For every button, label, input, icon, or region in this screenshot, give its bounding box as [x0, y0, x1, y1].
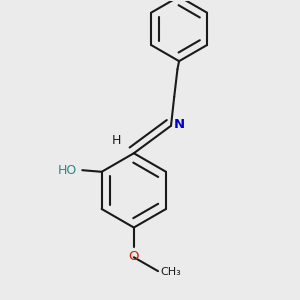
Text: N: N: [174, 118, 185, 131]
Text: O: O: [129, 250, 139, 263]
Text: CH₃: CH₃: [161, 267, 182, 277]
Text: HO: HO: [58, 164, 77, 177]
Text: H: H: [111, 134, 121, 147]
